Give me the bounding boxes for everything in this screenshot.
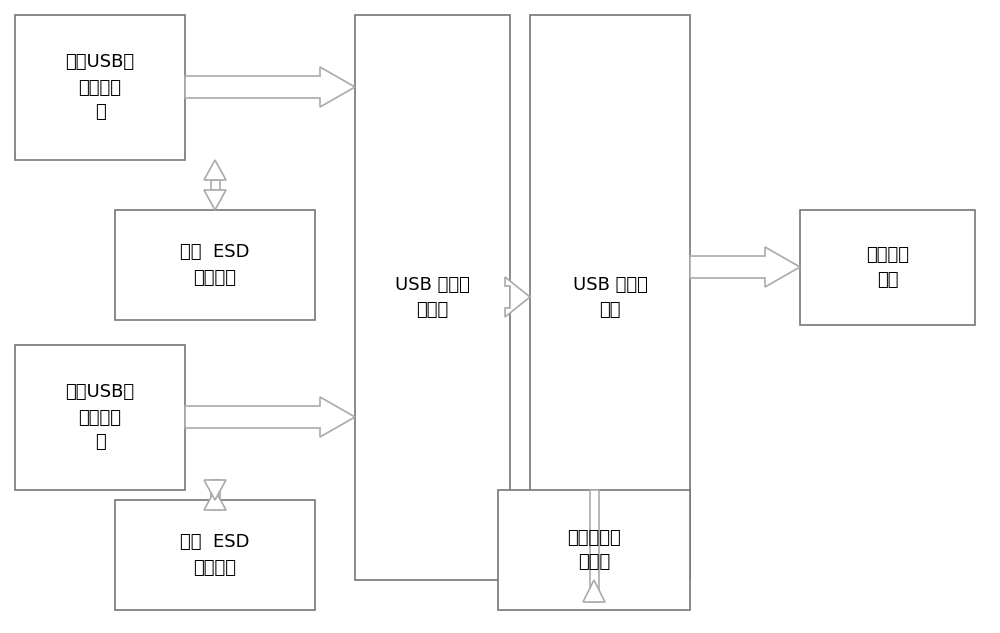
Text: 第一USB信
号输入电
路: 第一USB信 号输入电 路: [65, 54, 135, 122]
Bar: [800, 210, 975, 325]
Bar: [115, 500, 315, 610]
Polygon shape: [185, 397, 355, 437]
Bar: [498, 490, 690, 610]
Polygon shape: [204, 190, 226, 210]
Text: USB 信号选
择单元: USB 信号选 择单元: [395, 276, 470, 319]
Text: 第二USB信
号输入电
路: 第二USB信 号输入电 路: [65, 384, 135, 451]
Bar: [15, 15, 185, 160]
Text: 电容滤波
电路: 电容滤波 电路: [866, 246, 909, 289]
Polygon shape: [204, 490, 226, 510]
Polygon shape: [505, 277, 530, 317]
Polygon shape: [583, 580, 605, 602]
Polygon shape: [210, 480, 220, 510]
Bar: [115, 210, 315, 320]
Polygon shape: [690, 247, 800, 287]
Polygon shape: [210, 180, 220, 190]
Polygon shape: [204, 160, 226, 180]
Polygon shape: [185, 67, 355, 107]
Bar: [355, 15, 510, 580]
Bar: [530, 15, 690, 580]
Polygon shape: [204, 480, 226, 500]
Text: 第一  ESD
保护电路: 第一 ESD 保护电路: [180, 244, 250, 287]
Text: 控制信号输
入电路: 控制信号输 入电路: [567, 529, 621, 572]
Bar: [15, 345, 185, 490]
Polygon shape: [590, 490, 598, 602]
Text: 第二  ESD
保护电路: 第二 ESD 保护电路: [180, 534, 250, 577]
Text: USB 信号累
加器: USB 信号累 加器: [573, 276, 647, 319]
